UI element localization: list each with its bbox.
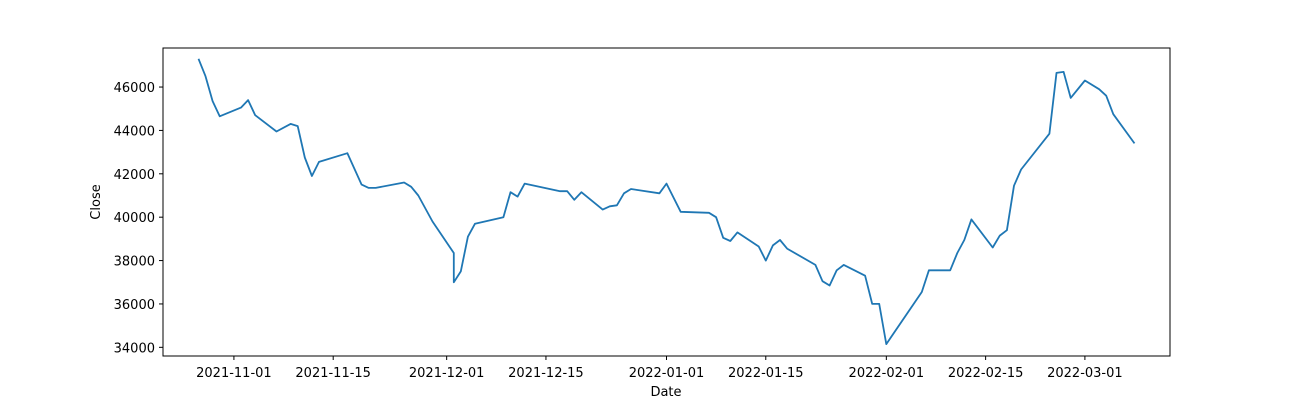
x-axis-label: Date	[650, 385, 681, 400]
x-tick-label: 2022-01-15	[728, 366, 804, 381]
x-tick-label: 2021-11-15	[295, 366, 371, 381]
y-tick-label: 38000	[114, 255, 155, 270]
y-tick-label: 36000	[114, 298, 155, 313]
x-tick-label: 2022-03-01	[1047, 366, 1123, 381]
plot-frame	[162, 47, 1171, 357]
x-tick-label: 2021-11-01	[196, 366, 272, 381]
x-tick-label: 2022-02-01	[849, 366, 925, 381]
y-tick-label: 46000	[114, 81, 155, 96]
y-tick-label: 34000	[114, 341, 155, 356]
close-price-line	[197, 58, 1136, 346]
y-axis-label: Close	[89, 184, 104, 219]
y-tick-label: 42000	[114, 168, 155, 183]
x-tick-label: 2021-12-01	[409, 366, 485, 381]
y-tick-label: 44000	[114, 124, 155, 139]
x-tick-label: 2022-02-15	[948, 366, 1024, 381]
y-tick-label: 40000	[114, 211, 155, 226]
plot-area: 2021-11-01 2021-11-15 2021-12-01 2021-12-15…	[114, 47, 1171, 381]
x-tick-label: 2021-12-15	[508, 366, 584, 381]
x-tick-label: 2022-01-01	[629, 366, 705, 381]
